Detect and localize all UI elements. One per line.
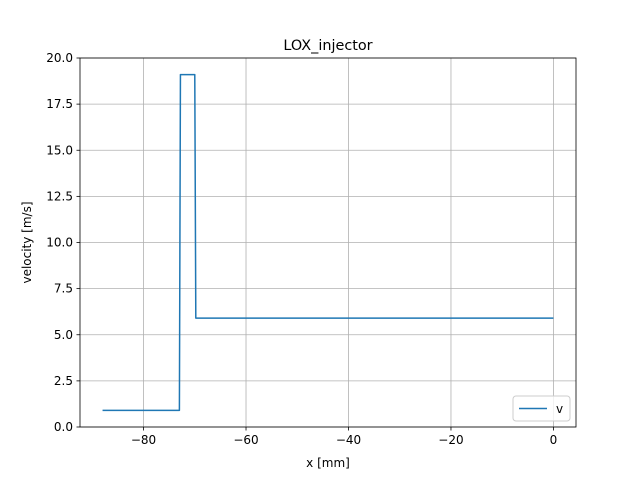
y-tick-label: 0.0 [54,420,73,434]
y-tick-label: 12.5 [46,189,73,203]
x-tick-label: 0 [550,433,558,447]
y-tick-label: 17.5 [46,97,73,111]
legend-label: v [556,402,563,416]
ticks: −80 −60 −40 −20 0 0.0 2.5 5.0 7.5 10.0 12.5 15.0 17.… [46,51,557,447]
legend: v [512,395,571,422]
y-axis-label: velocity [m/s] [20,201,34,283]
chart-title: LOX_injector [283,38,372,54]
x-axis-label: x [mm] [306,456,350,470]
x-tick-label: −20 [438,433,463,447]
x-tick-label: −60 [233,433,258,447]
y-tick-label: 20.0 [46,51,73,65]
x-tick-label: −40 [336,433,361,447]
y-tick-label: 5.0 [54,328,73,342]
y-tick-label: 15.0 [46,143,73,157]
y-tick-label: 2.5 [54,374,73,388]
y-tick-label: 10.0 [46,236,73,250]
y-tick-label: 7.5 [54,282,73,296]
series-line-v [102,73,554,412]
x-tick-label: −80 [131,433,156,447]
series-layer [102,73,554,412]
